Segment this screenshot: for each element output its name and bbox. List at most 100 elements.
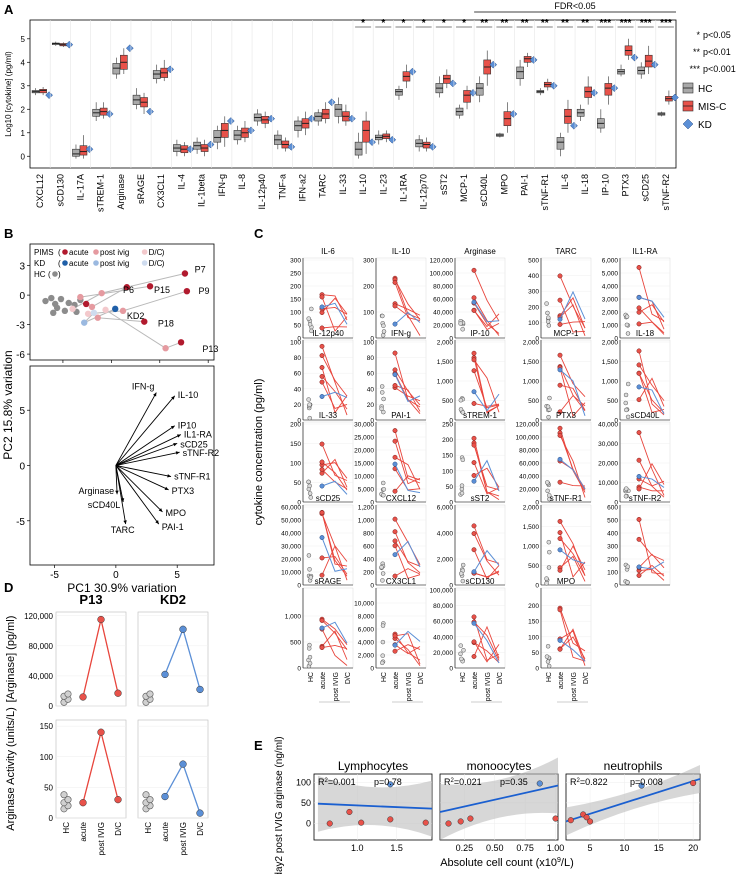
y-tick-label: 80 — [367, 355, 375, 362]
misc-point — [457, 818, 464, 825]
y-tick-label: 100,000 — [430, 588, 454, 595]
regression-line — [439, 784, 559, 813]
kd-acute-point — [319, 535, 325, 541]
hc-point — [460, 457, 466, 463]
misc-acute-point — [557, 607, 563, 613]
y-tick-label: 10,000 — [281, 570, 301, 577]
x-label-IL-6: IL-6 — [560, 174, 570, 190]
pims-acute-point — [82, 300, 90, 308]
trajectory-point — [196, 809, 204, 817]
misc-trajectory — [394, 303, 421, 316]
panel-title: sTNF-R1 — [550, 494, 583, 503]
misc-trajectory — [638, 564, 665, 577]
kd-point — [387, 781, 394, 788]
trajectory-point — [179, 760, 187, 768]
kd-acute-point — [557, 637, 563, 643]
x-label-IL-1beta: IL-1beta — [197, 174, 207, 207]
y-tick-label: 500 — [528, 258, 539, 265]
misc-trajectory — [638, 519, 665, 575]
regression-line — [317, 802, 433, 810]
kd-trajectory — [321, 480, 348, 495]
hc-point — [547, 395, 552, 401]
trajectory-point — [97, 728, 105, 736]
kd-diamond — [469, 88, 477, 97]
y-tick-label: 0 — [535, 418, 539, 425]
misc-trajectory — [321, 376, 348, 410]
misc-trajectory — [559, 630, 586, 666]
hc-point — [65, 299, 72, 307]
kd-diamond — [65, 40, 74, 49]
kd-trajectory — [473, 459, 500, 492]
legend-paren: ( — [58, 259, 61, 268]
loading-vector — [115, 465, 163, 513]
x-label-MCP-1: MCP-1 — [459, 174, 469, 202]
row-ylabel: Arginase Activity (units/L) — [5, 707, 17, 831]
misc-acute-point — [636, 305, 642, 311]
kd-trajectory — [321, 302, 348, 325]
y-tick-label: 2,000 — [523, 340, 540, 347]
vector-arrowhead — [123, 520, 127, 525]
cytokine-panel-TARC: TARC 0 100 200 300 400 500 — [528, 247, 592, 343]
cytokine-panel-sTNF-R1: sTNF-R1 0 500 1,000 1,500 2,000 — [523, 494, 592, 590]
misc-acute-point — [471, 368, 477, 374]
hc-point — [380, 653, 385, 658]
misc-trajectory — [638, 364, 665, 401]
panel-a-boxplots: 0 1 2 3 4 5 Log10 [cytokine] (pg/ml) FDR<0.05 CX… — [4, 1, 736, 212]
panel-title: sCD40L — [631, 411, 660, 420]
hc-point — [544, 654, 550, 659]
y-tick-label: 600 — [607, 505, 618, 512]
y-tick-label: 200 — [363, 284, 374, 291]
vector-label: IL1-RA — [184, 430, 212, 440]
vector-arrowhead — [153, 392, 157, 397]
hc-point — [623, 400, 628, 406]
misc-acute-point — [392, 303, 398, 309]
misc-trajectory — [321, 512, 348, 577]
misc-acute-point — [319, 379, 325, 385]
misc-trajectory — [559, 435, 586, 498]
hc-point — [624, 486, 629, 491]
misc-acute-point — [471, 295, 477, 301]
misc-trajectory — [321, 346, 348, 416]
x-tick-label: 5 — [588, 843, 593, 853]
kd-trajectory — [394, 374, 421, 403]
kd-acute-point — [319, 394, 325, 399]
sig-stars: ** — [521, 18, 529, 29]
sig-stars: * — [462, 18, 466, 29]
misc-trajectory — [321, 443, 348, 481]
hc-point — [309, 306, 314, 312]
legend-group: PIMS — [34, 248, 54, 257]
misc-trajectory — [394, 387, 421, 402]
misc-trajectory — [321, 469, 348, 490]
cytokine-panel-IL-18: IL-18 0 500 1,000 1,500 2,000 — [602, 329, 671, 425]
kd-diamond — [287, 143, 296, 151]
hc-point — [545, 310, 550, 316]
stat-p-value: p=0.78 — [374, 777, 402, 787]
y-tick-label: 50 — [294, 323, 302, 330]
x-tick-label: D/C — [196, 822, 205, 836]
panel-title: PAI-1 — [391, 411, 411, 420]
y-tick-label: 3,000 — [602, 297, 619, 304]
x-label-sST2: sST2 — [439, 174, 449, 195]
pc1-label: PC1 30.9% variation — [67, 581, 176, 595]
kd-acute-point — [392, 642, 398, 648]
x-tick-label: acute — [393, 672, 400, 689]
x-tick-label: 1.0 — [351, 843, 364, 853]
misc-trajectory — [559, 275, 586, 329]
box-MCP-1 — [463, 90, 471, 103]
kd-diamond — [448, 79, 457, 88]
stat-p-value: p=0.008 — [630, 777, 663, 787]
hc-point — [460, 562, 466, 568]
x-tick-label: post IVIG — [97, 822, 106, 855]
panel-title: sTREM-1 — [463, 411, 497, 420]
kd-trajectory — [638, 296, 665, 318]
misc-acute-point — [471, 435, 477, 441]
y-tick-label: 600 — [363, 544, 374, 551]
panel-d-arginase: P13 KD2 [Arginase] (pg/ml) 0 40,000 80,000 120… — [5, 592, 209, 855]
x-label-sCD25: sCD25 — [641, 174, 651, 202]
stat-r2-value: =0.822 — [580, 777, 608, 787]
y-axis-label: Log10 [cytokine] (pg/ml) — [4, 51, 13, 137]
panel-title: MCP-1 — [554, 329, 579, 338]
x-tick-label: acute — [320, 672, 327, 689]
y-tick-label: 100 — [290, 340, 301, 347]
